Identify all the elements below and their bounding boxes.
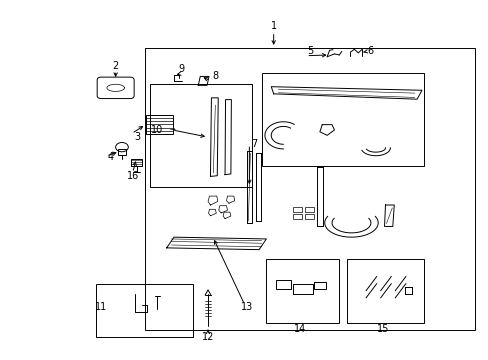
Text: 7: 7 — [250, 139, 257, 149]
Bar — [144, 48, 474, 330]
Bar — [118, 149, 125, 155]
Text: 8: 8 — [212, 71, 218, 81]
Bar — [292, 207, 301, 212]
Text: 4: 4 — [107, 152, 114, 162]
Bar — [346, 258, 424, 323]
Text: 13: 13 — [240, 302, 252, 312]
Bar — [305, 207, 313, 212]
Bar — [292, 214, 301, 219]
Text: 10: 10 — [150, 125, 163, 135]
Bar — [145, 114, 172, 134]
Bar — [305, 214, 313, 219]
Text: 12: 12 — [202, 332, 214, 342]
Text: 5: 5 — [306, 46, 313, 57]
Bar — [276, 280, 290, 289]
Bar — [149, 84, 251, 187]
Bar — [292, 284, 312, 294]
Bar — [96, 284, 193, 337]
Text: 2: 2 — [112, 61, 119, 71]
Text: 9: 9 — [178, 64, 184, 74]
Text: →: → — [169, 128, 175, 134]
Bar — [261, 73, 424, 166]
Bar — [313, 282, 325, 289]
Text: 3: 3 — [134, 132, 141, 142]
Text: 15: 15 — [376, 324, 388, 334]
Text: 14: 14 — [294, 324, 306, 334]
Text: 6: 6 — [367, 46, 373, 57]
Text: 1: 1 — [270, 21, 276, 31]
Bar — [130, 158, 142, 166]
Text: 16: 16 — [126, 171, 139, 181]
Bar — [266, 258, 339, 323]
Text: 11: 11 — [95, 302, 107, 312]
